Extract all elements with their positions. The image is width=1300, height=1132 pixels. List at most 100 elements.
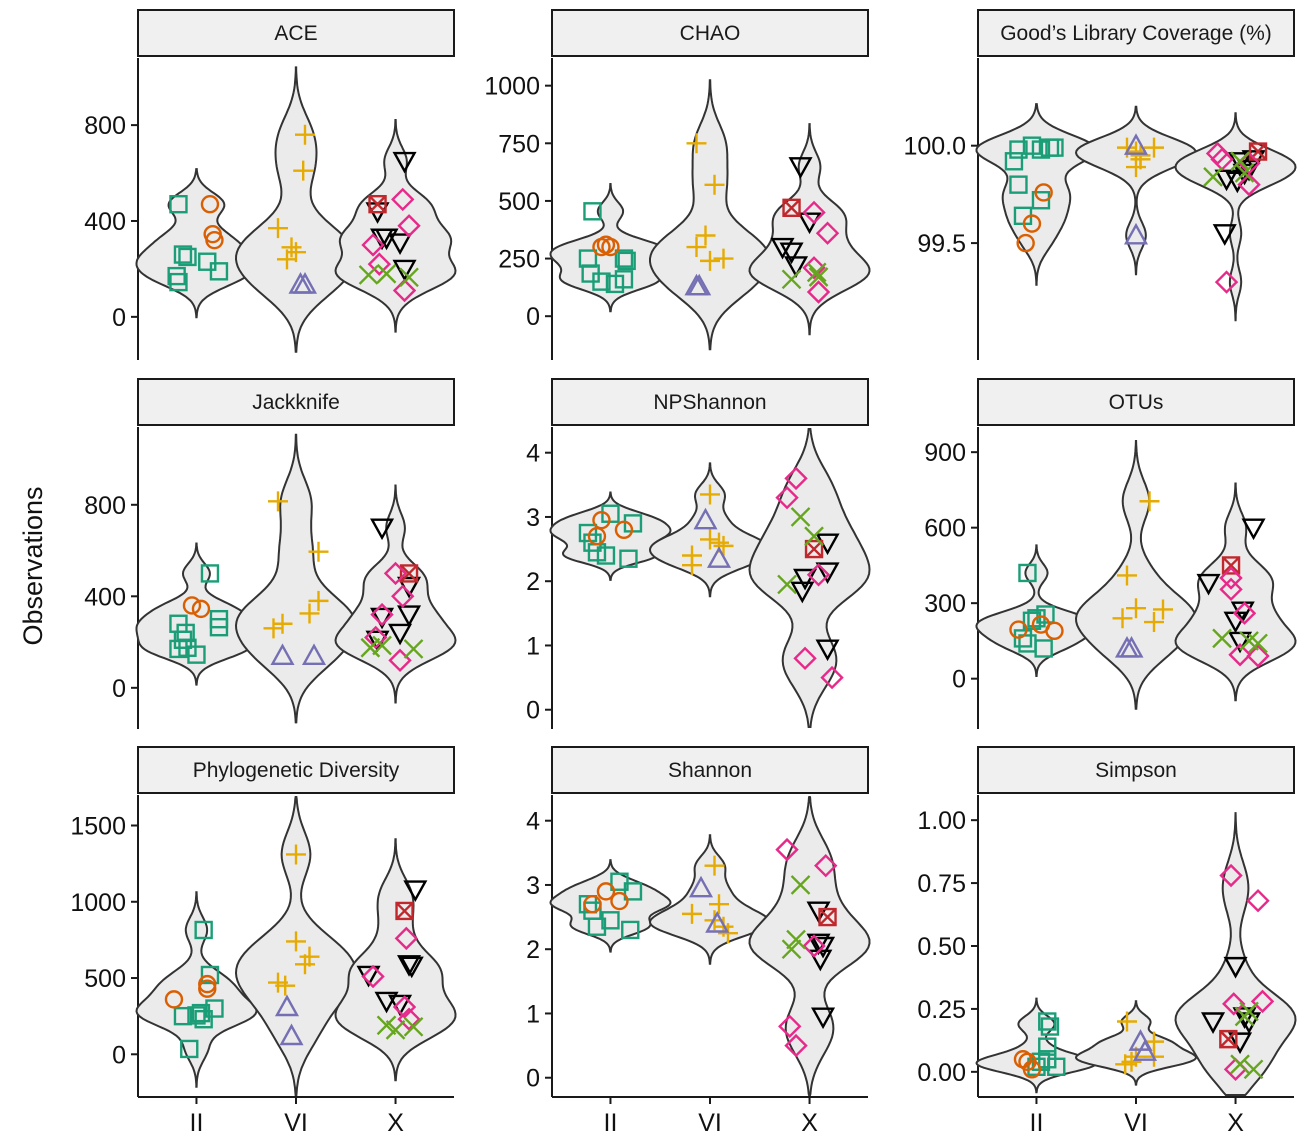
- data-point-triangle-down: [392, 259, 417, 282]
- violin-x: [748, 796, 871, 1096]
- data-point-square: [209, 262, 229, 281]
- data-point-plus: [268, 491, 288, 512]
- data-point-diamond: [1232, 601, 1257, 625]
- y-tick-label: 500: [498, 188, 540, 216]
- data-point-circle: [1045, 621, 1064, 641]
- data-point-cross: [358, 265, 379, 285]
- data-point-circle: [182, 596, 202, 615]
- data-point-square: [1013, 629, 1033, 648]
- data-point-square: [1018, 563, 1037, 583]
- data-point-triangle-down: [1228, 152, 1253, 174]
- data-point-diamond: [367, 252, 392, 276]
- data-point-square: [187, 645, 206, 664]
- data-point-diamond: [394, 926, 419, 951]
- data-point-triangle-up: [274, 994, 300, 1017]
- facet-strip: [977, 9, 1295, 57]
- data-point-triangle-up: [706, 546, 732, 568]
- panel-2: Good’s Library Coverage (%) 99.5 100.0: [903, 9, 1297, 360]
- data-point-plus: [713, 248, 734, 269]
- data-point-square: [209, 617, 229, 637]
- data-point-triangle-down: [788, 157, 813, 179]
- data-point-boxx: [782, 198, 801, 218]
- data-point-triangle-down: [399, 956, 424, 979]
- data-point-diamond: [802, 200, 826, 225]
- data-point-cross: [1234, 163, 1255, 183]
- data-point-boxx: [368, 195, 387, 214]
- data-point-diamond: [806, 280, 831, 304]
- data-point-diamond: [802, 934, 826, 958]
- data-point-diamond: [361, 233, 385, 257]
- data-point-square: [200, 965, 220, 985]
- y-tick-label: 0: [112, 675, 126, 703]
- data-point-diamond: [1246, 644, 1270, 668]
- data-point-cross: [804, 526, 824, 547]
- x-tick-label: II: [190, 1109, 204, 1132]
- data-point-triangle-down: [1228, 1032, 1253, 1055]
- data-point-plus: [295, 124, 315, 145]
- facet-title: Simpson: [1095, 759, 1177, 782]
- data-point-triangle-down: [784, 256, 809, 278]
- data-point-diamond: [778, 1014, 802, 1039]
- data-point-square: [1045, 138, 1064, 157]
- data-point-triangle-up: [1123, 133, 1149, 155]
- data-point-diamond: [806, 563, 831, 587]
- data-point-diamond: [364, 625, 388, 650]
- data-point-diamond: [392, 995, 417, 1019]
- facet-strip: [551, 378, 869, 426]
- panel-8: Simpson 0.00 0.25 0.50 0.75 1.00 II VI X: [917, 746, 1297, 1132]
- data-point-boxx: [1221, 556, 1241, 575]
- y-tick-label: 2: [526, 568, 540, 596]
- data-point-square: [194, 920, 213, 940]
- data-point-plus: [281, 237, 302, 258]
- data-point-diamond: [383, 561, 408, 586]
- data-point-triangle-down: [397, 605, 422, 628]
- data-point-triangle-up: [292, 272, 318, 294]
- data-point-triangle-down: [392, 151, 417, 174]
- data-point-plus: [1144, 612, 1164, 633]
- data-point-circle: [205, 230, 224, 250]
- data-point-triangle-up: [688, 875, 714, 898]
- y-tick-label: 0: [112, 304, 126, 332]
- facet-title: Jackknife: [252, 391, 340, 414]
- data-point-circle: [587, 527, 607, 546]
- y-tick-label: 0.25: [917, 996, 966, 1024]
- y-tick-label: 500: [84, 965, 126, 993]
- x-tick-label: VI: [698, 1109, 722, 1132]
- violin-x: [334, 838, 457, 1082]
- data-point-circle: [198, 974, 217, 994]
- data-point-diamond: [775, 485, 799, 510]
- data-point-cross: [1243, 1059, 1264, 1080]
- data-point-triangle-down: [1241, 518, 1266, 541]
- data-point-plus: [286, 931, 306, 952]
- data-point-plus: [700, 529, 720, 550]
- data-point-plus: [682, 555, 702, 576]
- violin-vi: [234, 66, 358, 353]
- y-tick-label: 100.0: [903, 133, 966, 161]
- data-point-circle: [601, 237, 620, 257]
- x-tick-label: X: [801, 1109, 818, 1132]
- data-point-diamond: [1250, 989, 1275, 1014]
- data-point-triangle-down: [806, 933, 831, 956]
- data-point-plus: [695, 225, 716, 246]
- y-tick-label: 600: [924, 515, 966, 543]
- data-point-triangle-down: [1196, 573, 1221, 596]
- data-point-triangle-down: [388, 233, 413, 256]
- data-point-square: [180, 1039, 199, 1059]
- data-point-triangle-down: [388, 623, 413, 646]
- violin-x: [1174, 482, 1297, 702]
- facet-title: OTUs: [1109, 391, 1164, 414]
- violin-vi: [1074, 105, 1198, 276]
- y-tick-label: 250: [498, 246, 540, 274]
- data-point-square: [1009, 175, 1028, 194]
- facet-strip: [137, 9, 455, 57]
- data-point-square: [1009, 140, 1028, 159]
- x-tick-label: II: [604, 1109, 618, 1132]
- facet-title: CHAO: [680, 22, 741, 45]
- data-point-square: [610, 872, 629, 891]
- x-tick-label: VI: [1124, 1109, 1148, 1132]
- y-tick-label: 0.50: [917, 933, 966, 961]
- data-point-square: [621, 920, 640, 940]
- data-point-diamond: [820, 665, 844, 690]
- data-point-square: [596, 546, 616, 565]
